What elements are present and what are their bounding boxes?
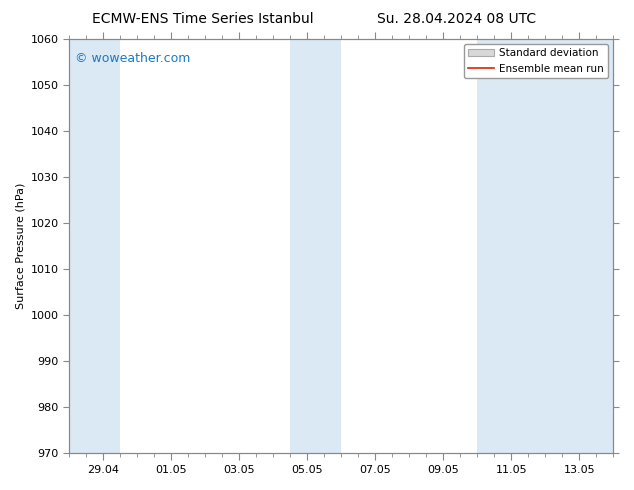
Bar [290, 39, 341, 453]
Bar [69, 39, 120, 453]
Bar [477, 39, 614, 453]
Legend: Standard deviation, Ensemble mean run: Standard deviation, Ensemble mean run [464, 44, 608, 78]
Text: Su. 28.04.2024 08 UTC: Su. 28.04.2024 08 UTC [377, 12, 536, 26]
Y-axis label: Surface Pressure (hPa): Surface Pressure (hPa) [15, 183, 25, 309]
Text: ECMW-ENS Time Series Istanbul: ECMW-ENS Time Series Istanbul [92, 12, 314, 26]
Text: © woweather.com: © woweather.com [75, 51, 190, 65]
